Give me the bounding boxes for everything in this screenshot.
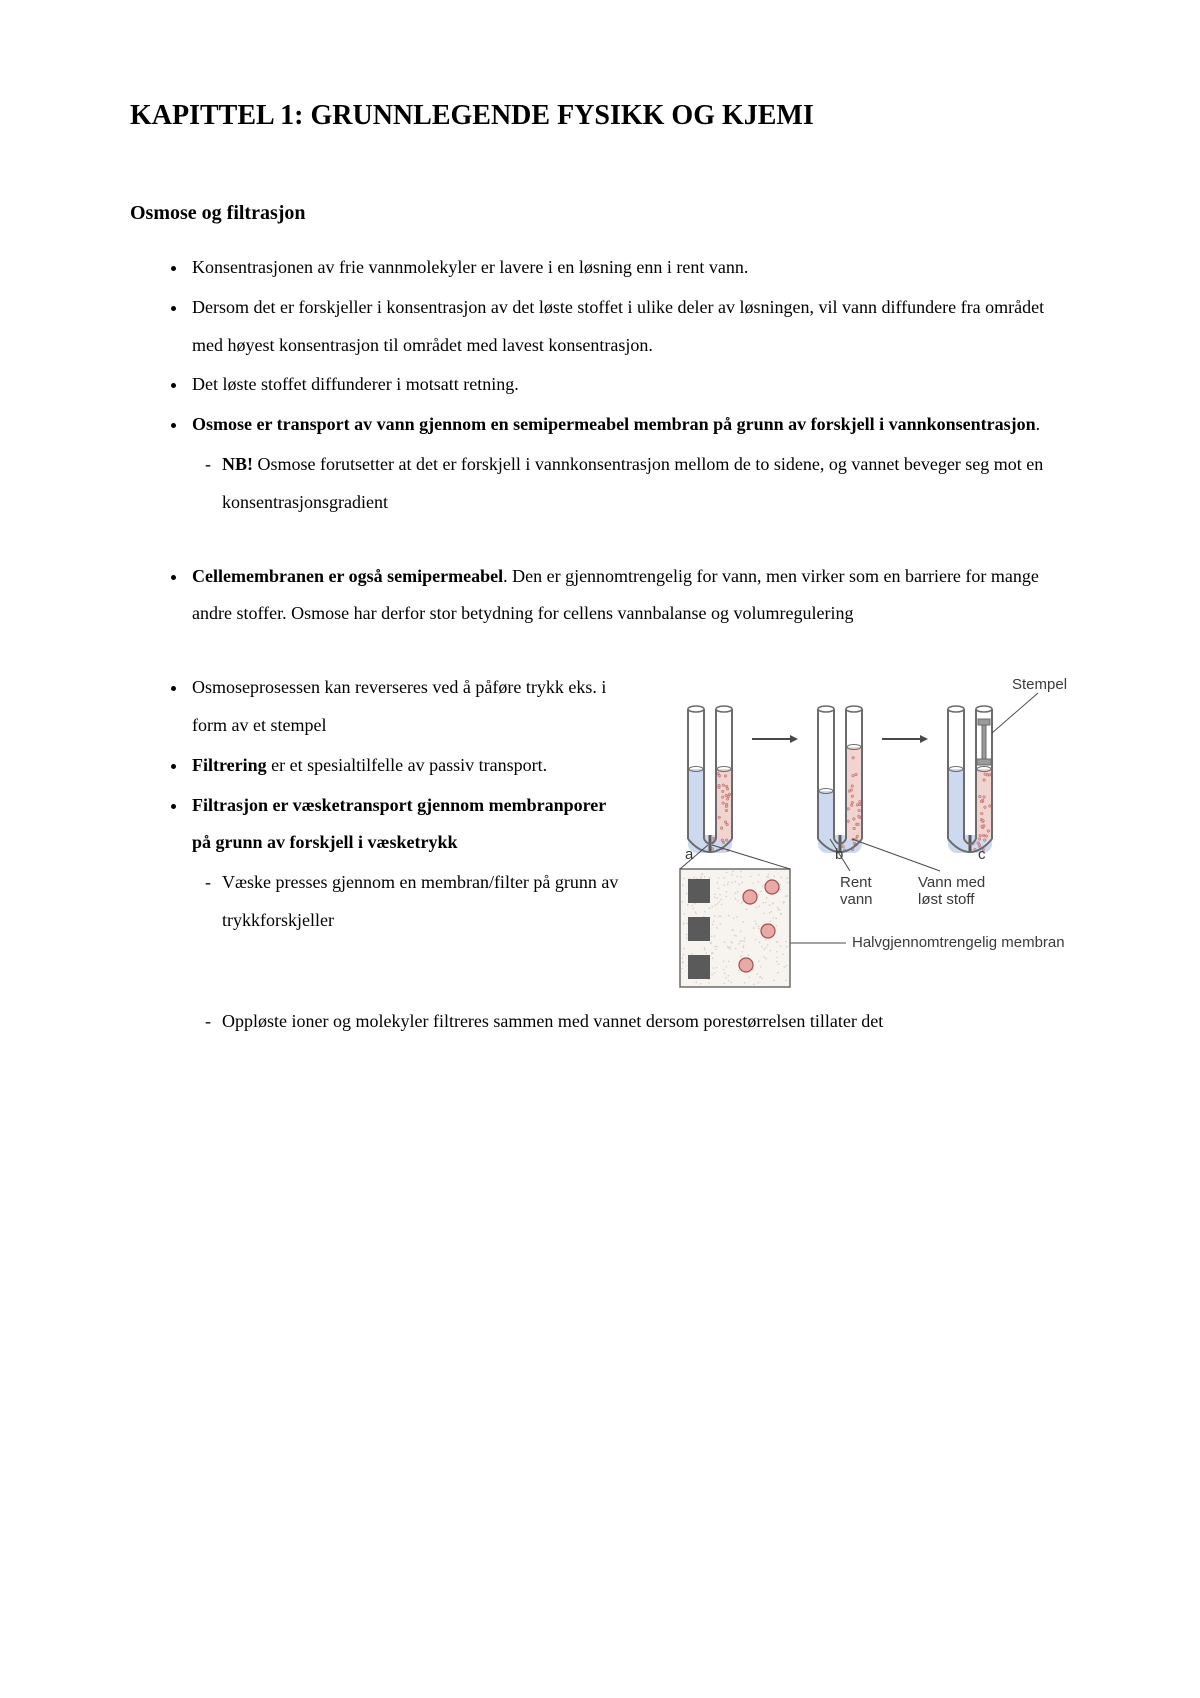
sub-list: NB! Osmose forutsetter at det er forskje… — [192, 446, 1070, 522]
page: KAPITTEL 1: GRUNNLEGENDE FYSIKK OG KJEMI… — [0, 0, 1200, 1143]
list-item: Filtrering er et spesialtilfelle av pass… — [188, 747, 622, 785]
sub-list: Væske presses gjennom en membran/filter … — [192, 864, 622, 940]
section-heading: Osmose og filtrasjon — [130, 202, 1070, 225]
bold-text: Osmose er transport av vann gjennom en s… — [192, 414, 1036, 434]
svg-text:c: c — [978, 846, 986, 863]
list-item: Filtrasjon er væsketransport gjennom mem… — [188, 787, 622, 940]
list-item: Osmoseprosessen kan reverseres ved å påf… — [188, 669, 622, 745]
svg-text:Halvgjennomtrengelig membran: Halvgjennomtrengelig membran — [852, 934, 1065, 951]
list-item: Osmose er transport av vann gjennom en s… — [188, 406, 1070, 521]
bullet-list-2: Cellemembranen er også semipermeabel. De… — [130, 558, 1070, 634]
spacer — [130, 524, 1070, 558]
list-item: Dersom det er forskjeller i konsentrasjo… — [188, 289, 1070, 365]
text: Osmose forutsetter at det er forskjell i… — [222, 454, 1043, 512]
svg-text:Vann medløst stoff: Vann medløst stoff — [918, 874, 985, 908]
list-item: Konsentrasjonen av frie vannmolekyler er… — [188, 249, 1070, 287]
svg-text:Stempel: Stempel — [1012, 676, 1067, 693]
list-item: Oppløste ioner og molekyler filtreres sa… — [220, 1003, 1070, 1041]
list-item: Det løste stoffet diffunderer i motsatt … — [188, 366, 1070, 404]
bold-text: Filtrering — [192, 755, 267, 775]
osmosis-figure: abcStempelRentvannVann medløst stoffHalv… — [640, 669, 1070, 999]
right-column-figure: abcStempelRentvannVann medløst stoffHalv… — [640, 669, 1070, 999]
two-column-region: Osmoseprosessen kan reverseres ved å påf… — [130, 669, 1070, 999]
bullet-list-3: Osmoseprosessen kan reverseres ved å påf… — [130, 669, 622, 940]
list-item-continuation: Oppløste ioner og molekyler filtreres sa… — [188, 1003, 1070, 1041]
osmosis-diagram-svg: abcStempelRentvannVann medløst stoffHalv… — [640, 669, 1070, 999]
list-item: Væske presses gjennom en membran/filter … — [220, 864, 622, 940]
text: . — [1036, 414, 1041, 434]
bold-text: Cellemembranen er også semipermeabel — [192, 566, 503, 586]
list-item: NB! Osmose forutsetter at det er forskje… — [220, 446, 1070, 522]
sub-list: Oppløste ioner og molekyler filtreres sa… — [192, 1003, 1070, 1041]
bullet-list-1: Konsentrasjonen av frie vannmolekyler er… — [130, 249, 1070, 522]
text: er et spesialtilfelle av passiv transpor… — [267, 755, 547, 775]
spacer — [130, 635, 1070, 669]
chapter-title: KAPITTEL 1: GRUNNLEGENDE FYSIKK OG KJEMI — [130, 100, 1070, 132]
bullet-list-3-continued: Oppløste ioner og molekyler filtreres sa… — [130, 1003, 1070, 1041]
bold-text: NB! — [222, 454, 253, 474]
left-column: Osmoseprosessen kan reverseres ved å påf… — [130, 669, 622, 942]
list-item: Cellemembranen er også semipermeabel. De… — [188, 558, 1070, 634]
bold-text: Filtrasjon er væsketransport gjennom mem… — [192, 795, 606, 853]
svg-text:Rentvann: Rentvann — [840, 874, 873, 908]
